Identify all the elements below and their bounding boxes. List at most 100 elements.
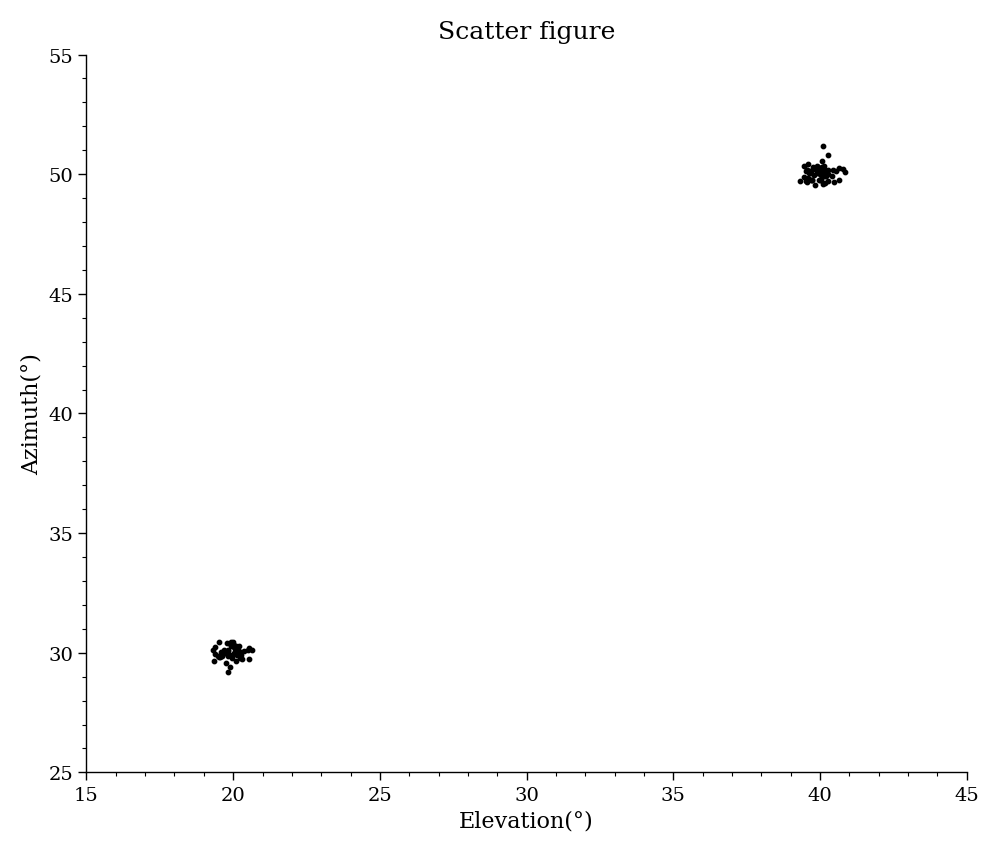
Point (234, 652, 250, 665)
Point (233, 646, 249, 659)
Point (815, 141, 831, 154)
Point (805, 163, 821, 176)
Point (212, 650, 228, 664)
Point (807, 179, 823, 193)
Point (219, 636, 235, 650)
Point (819, 168, 835, 181)
Point (214, 650, 230, 664)
Point (211, 635, 227, 648)
Point (804, 174, 820, 187)
Y-axis label: Azimuth(°): Azimuth(°) (21, 353, 43, 475)
Point (229, 648, 245, 662)
Title: Scatter figure: Scatter figure (438, 20, 615, 43)
Point (220, 665, 236, 678)
Point (837, 165, 853, 179)
Point (820, 168, 836, 181)
Point (813, 162, 829, 176)
Point (232, 651, 248, 665)
Point (224, 649, 240, 663)
Point (816, 160, 832, 174)
Point (227, 642, 243, 656)
Point (817, 177, 833, 191)
Point (813, 174, 829, 187)
Point (225, 636, 241, 649)
Point (803, 167, 819, 181)
Point (213, 650, 229, 664)
Point (215, 647, 231, 660)
Point (223, 635, 239, 648)
Point (216, 643, 232, 657)
Point (228, 654, 244, 668)
Point (222, 648, 238, 662)
Point (219, 648, 235, 661)
Point (800, 171, 816, 185)
Point (818, 170, 834, 183)
Point (814, 154, 830, 168)
Point (814, 165, 830, 179)
Point (831, 174, 847, 187)
Point (798, 176, 814, 189)
Point (809, 167, 825, 181)
Point (801, 167, 817, 181)
Point (815, 162, 831, 176)
Point (205, 644, 221, 658)
Point (219, 646, 235, 659)
Point (229, 646, 245, 659)
Point (805, 161, 821, 175)
Point (241, 652, 257, 665)
Point (815, 178, 831, 192)
Point (806, 169, 822, 182)
Point (803, 175, 819, 188)
X-axis label: Elevation(°): Elevation(°) (459, 809, 594, 832)
Point (810, 166, 826, 180)
Point (792, 175, 808, 188)
Point (820, 164, 836, 177)
Point (817, 164, 833, 178)
Point (207, 641, 223, 654)
Point (798, 164, 814, 178)
Point (800, 158, 816, 171)
Point (211, 651, 227, 665)
Point (817, 170, 833, 183)
Point (812, 168, 828, 181)
Point (220, 644, 236, 658)
Point (804, 175, 820, 188)
Point (825, 164, 841, 178)
Point (828, 165, 844, 179)
Point (799, 164, 815, 178)
Point (820, 148, 836, 162)
Point (240, 643, 256, 657)
Point (810, 161, 826, 175)
Point (220, 644, 236, 658)
Point (799, 164, 815, 178)
Point (230, 644, 246, 658)
Point (814, 164, 830, 177)
Point (222, 660, 238, 674)
Point (809, 160, 825, 174)
Point (210, 649, 226, 663)
Point (213, 646, 229, 659)
Point (228, 639, 244, 653)
Point (236, 644, 252, 658)
Point (223, 639, 239, 653)
Point (218, 657, 234, 671)
Point (244, 643, 260, 657)
Point (826, 176, 842, 189)
Point (802, 164, 818, 178)
Point (796, 160, 812, 174)
Point (799, 176, 815, 190)
Point (815, 164, 831, 178)
Point (815, 170, 831, 183)
Point (224, 651, 240, 665)
Point (808, 163, 824, 176)
Point (220, 649, 236, 663)
Point (226, 647, 242, 660)
Point (796, 171, 812, 185)
Point (233, 648, 249, 662)
Point (206, 654, 222, 668)
Point (811, 174, 827, 187)
Point (231, 639, 247, 653)
Point (207, 648, 223, 661)
Point (220, 648, 236, 661)
Point (241, 642, 257, 655)
